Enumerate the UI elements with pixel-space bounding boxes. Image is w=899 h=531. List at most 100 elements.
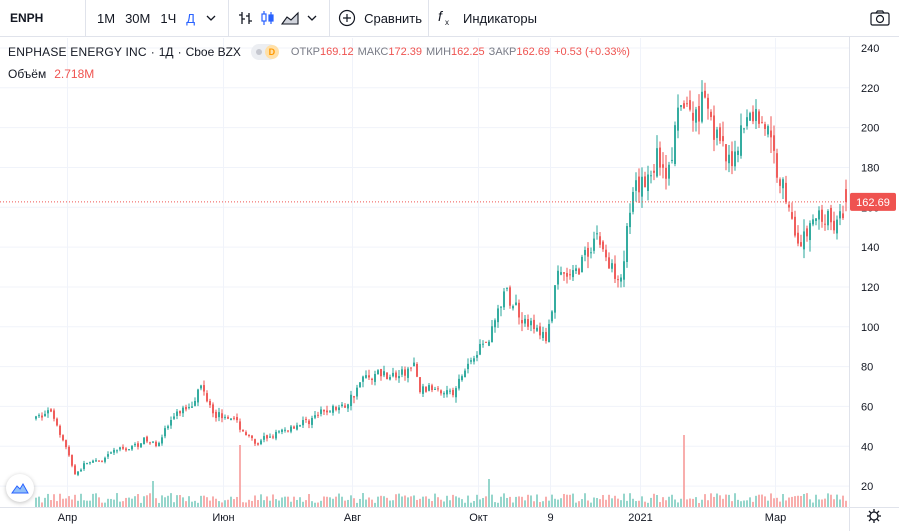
volume-bar bbox=[473, 500, 475, 507]
candle-body bbox=[713, 115, 715, 140]
candle-body bbox=[602, 241, 604, 250]
candle-body bbox=[608, 257, 610, 269]
candle-body bbox=[347, 404, 349, 409]
tradingview-logo-icon[interactable] bbox=[6, 474, 34, 502]
interval-day-button[interactable]: Д bbox=[186, 10, 196, 26]
candle-body bbox=[263, 436, 265, 440]
price-tick-label: 80 bbox=[861, 362, 873, 374]
price-tag-label: 162.69 bbox=[856, 197, 890, 209]
volume-bar bbox=[584, 493, 586, 507]
candle-body bbox=[452, 389, 454, 396]
candle-body bbox=[329, 411, 331, 413]
bars-icon[interactable] bbox=[235, 0, 257, 37]
volume-bar bbox=[383, 496, 385, 507]
volume-bar bbox=[800, 495, 802, 507]
camera-icon[interactable] bbox=[869, 7, 891, 29]
volume-bar bbox=[377, 496, 379, 507]
close-label: ЗАКР bbox=[488, 46, 517, 58]
volume-bar bbox=[71, 499, 73, 507]
svg-text:f: f bbox=[438, 9, 444, 24]
candle-body bbox=[689, 100, 691, 110]
volume-bar bbox=[485, 496, 487, 507]
volume-bar bbox=[755, 495, 757, 507]
volume-bar bbox=[701, 499, 703, 507]
interval-group: 1М 30М 1Ч Д bbox=[86, 0, 230, 37]
volume-bar bbox=[356, 502, 358, 507]
volume-bar bbox=[524, 500, 526, 507]
candle-body bbox=[326, 410, 328, 413]
volume-bar bbox=[470, 502, 472, 507]
volume-bar bbox=[536, 494, 538, 507]
price-tick-label: 60 bbox=[861, 401, 873, 413]
candle-body bbox=[701, 91, 703, 122]
candle-body bbox=[563, 272, 565, 274]
candle-body bbox=[716, 129, 718, 138]
candle-body bbox=[143, 437, 145, 445]
volume-bar bbox=[773, 498, 775, 507]
symbol-search[interactable]: ENPH bbox=[0, 0, 86, 37]
candle-body bbox=[551, 311, 553, 322]
candle-body bbox=[830, 207, 832, 223]
indicators-label: Индикаторы bbox=[463, 10, 537, 26]
interval-1m-button[interactable]: 1М bbox=[97, 10, 116, 26]
chevron-down-icon[interactable] bbox=[301, 0, 323, 37]
candle-body bbox=[317, 414, 319, 416]
volume-bar bbox=[392, 500, 394, 507]
volume-bar bbox=[605, 499, 607, 507]
volume-bar bbox=[170, 493, 172, 507]
volume-bar bbox=[644, 501, 646, 507]
volume-bar bbox=[47, 493, 49, 507]
candle-body bbox=[512, 306, 514, 309]
market-status-badge[interactable]: D bbox=[250, 44, 279, 60]
volume-bar bbox=[290, 501, 292, 507]
volume-bar bbox=[455, 496, 457, 507]
candle-body bbox=[740, 125, 742, 156]
volume-bar bbox=[347, 499, 349, 507]
area-chart-icon[interactable] bbox=[279, 0, 301, 37]
volume-bar bbox=[236, 496, 238, 507]
compare-button[interactable]: Сравнить bbox=[330, 0, 430, 37]
candle-body bbox=[272, 436, 274, 438]
candle-body bbox=[62, 435, 64, 441]
settings-icon[interactable] bbox=[867, 509, 881, 523]
volume-bar bbox=[758, 494, 760, 507]
volume-bar bbox=[353, 498, 355, 507]
candle-body bbox=[620, 277, 622, 282]
volume-bar bbox=[518, 496, 520, 507]
volume-bar bbox=[74, 494, 76, 507]
chevron-down-icon[interactable] bbox=[200, 0, 222, 37]
price-tick-label: 120 bbox=[861, 282, 879, 294]
candle-body bbox=[266, 435, 268, 439]
volume-bar bbox=[824, 498, 826, 507]
candle-body bbox=[239, 421, 241, 430]
candle-body bbox=[704, 90, 706, 98]
candles-icon[interactable] bbox=[257, 0, 279, 37]
volume-bar bbox=[428, 498, 430, 507]
candle-body bbox=[227, 416, 229, 419]
volume-bar bbox=[44, 497, 46, 507]
candle-body bbox=[575, 268, 577, 271]
series-exchange: Cboe BZX bbox=[185, 45, 241, 59]
candle-body bbox=[560, 272, 562, 275]
volume-bar bbox=[329, 497, 331, 507]
candle-body bbox=[311, 417, 313, 425]
high-label: МАКС bbox=[357, 46, 389, 58]
candle-body bbox=[248, 434, 250, 436]
volume-bar bbox=[581, 499, 583, 507]
candle-body bbox=[383, 371, 385, 376]
interval-1h-button[interactable]: 1Ч bbox=[160, 10, 177, 26]
interval-30m-button[interactable]: 30М bbox=[125, 10, 151, 26]
volume-bar bbox=[140, 502, 142, 507]
candle-body bbox=[668, 164, 670, 179]
volume-bar bbox=[209, 500, 211, 507]
volume-bar bbox=[587, 500, 589, 507]
volume-bar bbox=[836, 494, 838, 507]
candle-body bbox=[470, 360, 472, 362]
volume-bar bbox=[845, 500, 847, 507]
volume-bar bbox=[314, 502, 316, 507]
volume-bar bbox=[191, 501, 193, 507]
low-value: 162.25 bbox=[451, 46, 485, 58]
candle-body bbox=[362, 376, 364, 382]
